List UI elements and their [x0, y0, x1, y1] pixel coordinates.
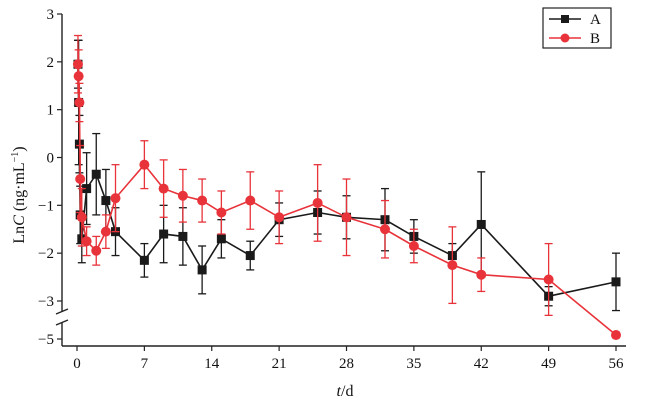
data-point: [110, 193, 121, 204]
y-axis-title-close: ): [11, 146, 28, 151]
y-axis-title-unit: (ng·mL: [11, 162, 28, 211]
data-point: [158, 183, 169, 194]
y-tick-label: −2: [38, 246, 54, 262]
data-point: [476, 269, 487, 280]
legend-box: [542, 7, 612, 49]
series-b: [72, 34, 621, 340]
data-point: [312, 197, 323, 208]
y-tick-label: −5: [38, 332, 54, 348]
x-tick-label: 0: [73, 356, 81, 372]
x-tick-label: 49: [541, 356, 556, 372]
x-tick-label: 21: [272, 356, 287, 372]
axis-break-mark-lower: [55, 319, 69, 326]
axis-break-mark-upper: [55, 308, 69, 315]
data-point: [476, 219, 486, 229]
data-point: [380, 224, 390, 235]
data-point: [447, 260, 458, 271]
y-tick-label: 3: [47, 7, 55, 23]
data-point: [274, 212, 285, 223]
legend-marker-b: [560, 33, 570, 43]
x-tick-label: 35: [406, 356, 421, 372]
data-point: [139, 255, 149, 265]
x-axis-title-unit: /d: [341, 383, 353, 400]
data-point: [245, 195, 256, 206]
data-point: [139, 159, 150, 170]
y-axis-title-sup: −1: [10, 152, 21, 163]
data-point: [216, 234, 226, 244]
data-point: [91, 245, 102, 256]
data-point: [75, 174, 86, 185]
x-axis-title: t/d: [337, 383, 354, 400]
data-point: [177, 190, 188, 201]
data-point: [611, 330, 621, 340]
data-point: [245, 251, 255, 261]
y-tick-label: −3: [38, 294, 54, 310]
legend-label-a: A: [590, 12, 601, 28]
legend-label-b: B: [590, 31, 600, 47]
x-tick-label: 7: [141, 356, 149, 372]
y-tick-label: −1: [38, 198, 54, 214]
series-line: [77, 64, 617, 336]
x-tick-label: 14: [204, 356, 220, 372]
x-tick-label: 42: [474, 356, 489, 372]
data-point: [91, 169, 101, 179]
y-tick-label: 2: [47, 55, 55, 71]
y-axis-title: LnC (ng·mL−1): [10, 146, 28, 243]
data-point: [72, 59, 83, 70]
y-axis-title-prefix: Ln: [11, 226, 28, 244]
x-tick-label: 28: [339, 356, 354, 372]
data-point: [543, 274, 554, 285]
x-tick-label: 56: [609, 356, 625, 372]
data-point: [76, 212, 87, 223]
data-point: [216, 207, 227, 218]
data-point: [611, 277, 621, 287]
data-point: [82, 184, 92, 194]
data-point: [408, 240, 419, 251]
data-point: [178, 231, 188, 241]
data-point: [74, 97, 85, 108]
series-layer: [72, 34, 621, 340]
legend-marker-a: [561, 15, 569, 23]
series-a: [73, 39, 621, 312]
data-point: [197, 265, 207, 275]
data-point: [81, 236, 92, 247]
y-tick-label: 0: [47, 151, 55, 167]
data-point: [100, 226, 111, 237]
data-point: [101, 196, 111, 206]
y-tick-label: 1: [47, 103, 55, 119]
data-point: [341, 212, 352, 223]
data-point: [159, 229, 169, 239]
data-point: [73, 71, 84, 82]
legend: A B: [542, 7, 612, 49]
x-axis-title-var: t: [337, 383, 342, 400]
y-axis-title-var: C: [11, 215, 28, 226]
data-point: [197, 195, 208, 206]
